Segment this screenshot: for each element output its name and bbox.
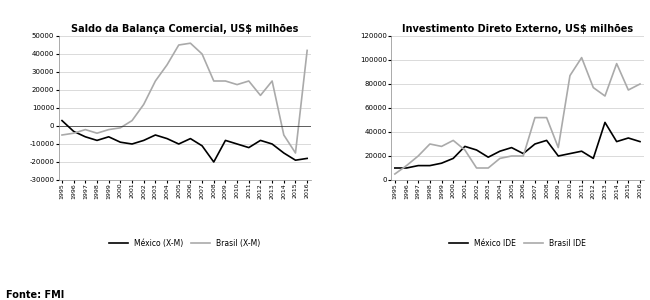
Brasil (X-M) xyxy=(105,128,112,131)
México (X-M) xyxy=(128,142,136,146)
Title: Saldo da Balança Comercial, US$ milhões: Saldo da Balança Comercial, US$ milhões xyxy=(71,24,298,34)
Line: Brasil (X-M): Brasil (X-M) xyxy=(62,43,307,153)
México (X-M) xyxy=(210,160,218,164)
Line: México IDE: México IDE xyxy=(395,122,640,168)
Brasil IDE xyxy=(613,62,621,65)
México (X-M) xyxy=(175,142,183,146)
Brasil (X-M) xyxy=(233,83,241,86)
Brasil (X-M) xyxy=(93,131,101,135)
Text: Fonte: FMI: Fonte: FMI xyxy=(6,290,65,300)
Brasil IDE xyxy=(449,139,457,142)
Brasil (X-M) xyxy=(187,41,194,45)
Brasil (X-M) xyxy=(175,43,183,47)
México IDE xyxy=(426,164,434,167)
Brasil IDE xyxy=(414,154,422,158)
México IDE xyxy=(531,142,539,146)
Brasil (X-M) xyxy=(151,79,159,83)
México (X-M) xyxy=(187,137,194,140)
Brasil IDE xyxy=(554,146,562,149)
Brasil (X-M) xyxy=(292,151,300,155)
Brasil IDE xyxy=(590,86,597,89)
Brasil IDE xyxy=(391,172,398,176)
México (X-M) xyxy=(163,137,171,140)
Brasil IDE xyxy=(578,56,586,59)
México IDE xyxy=(496,149,504,153)
Brasil (X-M) xyxy=(268,79,276,83)
México (X-M) xyxy=(280,151,288,155)
Brasil (X-M) xyxy=(198,52,206,56)
México IDE xyxy=(449,157,457,160)
Line: México (X-M): México (X-M) xyxy=(62,121,307,162)
Brasil (X-M) xyxy=(280,133,288,137)
Brasil IDE xyxy=(496,157,504,160)
Brasil IDE xyxy=(636,82,644,86)
Brasil IDE xyxy=(484,166,492,170)
México IDE xyxy=(613,140,621,143)
México (X-M) xyxy=(140,139,148,142)
Brasil (X-M) xyxy=(58,133,66,137)
México IDE xyxy=(461,145,469,148)
México (X-M) xyxy=(151,133,159,137)
México IDE xyxy=(484,155,492,159)
Line: Brasil IDE: Brasil IDE xyxy=(395,58,640,174)
México (X-M) xyxy=(268,142,276,146)
México (X-M) xyxy=(292,158,300,162)
México IDE xyxy=(543,139,551,142)
México IDE xyxy=(566,152,574,155)
Brasil IDE xyxy=(426,142,434,146)
Brasil (X-M) xyxy=(70,131,77,135)
Brasil IDE xyxy=(437,145,445,148)
Brasil IDE xyxy=(531,116,539,119)
Brasil (X-M) xyxy=(163,63,171,67)
México (X-M) xyxy=(198,144,206,148)
México IDE xyxy=(402,166,410,170)
Brasil (X-M) xyxy=(304,49,311,52)
México (X-M) xyxy=(257,139,265,142)
México (X-M) xyxy=(70,130,77,133)
Brasil IDE xyxy=(402,164,410,167)
México IDE xyxy=(508,146,515,149)
México (X-M) xyxy=(81,135,89,139)
Brasil (X-M) xyxy=(116,126,124,130)
México (X-M) xyxy=(116,140,124,144)
México (X-M) xyxy=(93,139,101,142)
Brasil (X-M) xyxy=(222,79,229,83)
Brasil (X-M) xyxy=(81,128,89,131)
México (X-M) xyxy=(233,142,241,146)
México IDE xyxy=(554,154,562,158)
Brasil (X-M) xyxy=(128,119,136,122)
México (X-M) xyxy=(58,119,66,122)
Title: Investimento Direto Externo, US$ milhões: Investimento Direto Externo, US$ milhões xyxy=(402,24,633,34)
México IDE xyxy=(578,149,586,153)
Brasil (X-M) xyxy=(257,94,265,97)
México IDE xyxy=(391,166,398,170)
Legend: México (X-M), Brasil (X-M): México (X-M), Brasil (X-M) xyxy=(106,236,263,251)
Brasil IDE xyxy=(601,94,609,98)
México IDE xyxy=(473,148,480,152)
México (X-M) xyxy=(105,135,112,139)
México IDE xyxy=(601,121,609,124)
Brasil IDE xyxy=(519,154,527,158)
México IDE xyxy=(519,152,527,155)
México IDE xyxy=(625,136,632,140)
Brasil IDE xyxy=(473,166,480,170)
Brasil IDE xyxy=(461,148,469,152)
México IDE xyxy=(414,164,422,167)
México IDE xyxy=(590,157,597,160)
Brasil (X-M) xyxy=(245,79,253,83)
Brasil (X-M) xyxy=(210,79,218,83)
México (X-M) xyxy=(304,157,311,160)
México IDE xyxy=(636,140,644,143)
Legend: México IDE, Brasil IDE: México IDE, Brasil IDE xyxy=(446,236,589,251)
México IDE xyxy=(437,161,445,165)
Brasil IDE xyxy=(625,88,632,92)
Brasil IDE xyxy=(566,74,574,77)
México (X-M) xyxy=(222,139,229,142)
México (X-M) xyxy=(245,146,253,149)
Brasil IDE xyxy=(543,116,551,119)
Brasil IDE xyxy=(508,154,515,158)
Brasil (X-M) xyxy=(140,103,148,106)
